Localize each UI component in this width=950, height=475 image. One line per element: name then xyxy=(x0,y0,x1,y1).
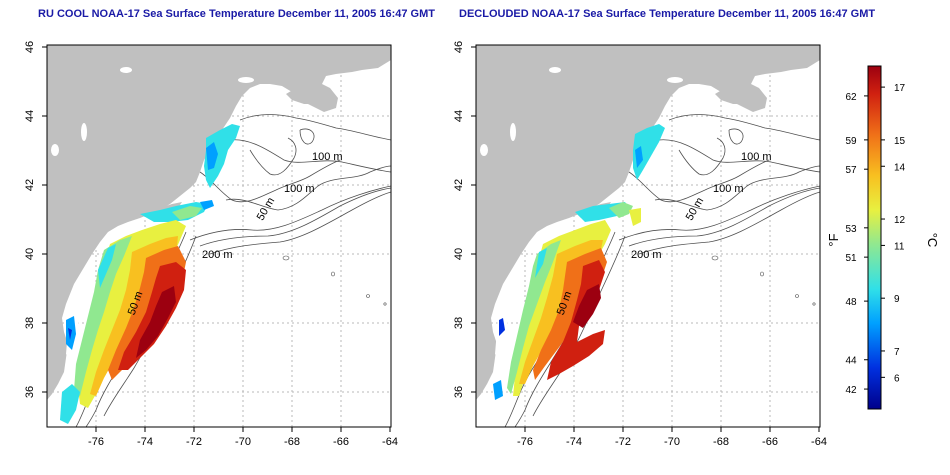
contour-label: 200 m xyxy=(202,249,233,261)
left-map-frame xyxy=(46,44,392,428)
lat-tick-label: 38 xyxy=(24,317,36,329)
contour-label: 200 m xyxy=(631,249,662,261)
celsius-tick-label: 17 xyxy=(894,83,906,94)
lat-tick-label: 42 xyxy=(453,179,465,191)
lat-tick-label: 40 xyxy=(453,248,465,260)
left-contour-labels: 100 m 100 m 50 m 200 m 50 m xyxy=(126,151,343,317)
fahrenheit-tick-label: 51 xyxy=(845,253,857,264)
right-panel-title: DECLOUDED NOAA-17 Sea Surface Temperatur… xyxy=(459,8,876,20)
celsius-label: °C xyxy=(925,233,940,248)
celsius-tick-label: 15 xyxy=(894,136,906,147)
right-axes: -76 -74 -72 -70 -68 -66 -64 36 38 40 42 44 46 xyxy=(453,41,827,448)
lon-tick-label: -72 xyxy=(186,436,202,448)
right-map-frame xyxy=(475,44,821,428)
celsius-tick-label: 12 xyxy=(894,215,906,226)
lon-tick-label: -68 xyxy=(284,436,300,448)
fahrenheit-tick-label: 59 xyxy=(845,136,857,147)
lon-tick-label: -74 xyxy=(137,436,153,448)
left-map xyxy=(47,45,391,427)
lat-tick-label: 36 xyxy=(24,386,36,398)
lon-tick-label: -70 xyxy=(235,436,251,448)
lat-tick-label: 36 xyxy=(453,386,465,398)
lat-tick-label: 46 xyxy=(453,41,465,53)
lon-tick-label: -64 xyxy=(811,436,827,448)
lon-tick-label: -66 xyxy=(762,436,778,448)
fahrenheit-tick-label: 57 xyxy=(845,165,857,176)
contour-label: 100 m xyxy=(284,183,315,195)
celsius-tick-label: 11 xyxy=(894,241,905,252)
lon-tick-label: -74 xyxy=(566,436,582,448)
fahrenheit-tick-label: 53 xyxy=(845,224,857,235)
lat-tick-label: 46 xyxy=(24,41,36,53)
left-axes: -76 -74 -72 -70 -68 -66 -64 36 38 40 42 44 46 xyxy=(24,41,398,448)
lat-tick-label: 44 xyxy=(453,110,465,122)
lon-tick-label: -66 xyxy=(333,436,349,448)
lon-tick-label: -76 xyxy=(88,436,104,448)
lat-tick-label: 42 xyxy=(24,179,36,191)
fahrenheit-tick-label: 42 xyxy=(845,385,857,396)
lon-tick-label: -64 xyxy=(382,436,398,448)
colorbar-ticks: 17 15 14 12 11 9 7 6 62 59 57 53 51 48 44 42 xyxy=(845,83,905,396)
fahrenheit-tick-label: 48 xyxy=(845,297,857,308)
left-panel-title: RU COOL NOAA-17 Sea Surface Temperature … xyxy=(38,8,435,20)
celsius-tick-label: 7 xyxy=(894,347,900,358)
right-map: 100 m 100 m 50 m 200 m 50 m xyxy=(475,44,821,428)
lon-tick-label: -70 xyxy=(664,436,680,448)
colorbar xyxy=(867,65,882,410)
lon-tick-label: -68 xyxy=(713,436,729,448)
fahrenheit-tick-label: 62 xyxy=(845,92,857,103)
lon-tick-label: -76 xyxy=(517,436,533,448)
celsius-tick-label: 9 xyxy=(894,294,900,305)
fahrenheit-label: °F xyxy=(826,233,841,246)
lat-tick-label: 38 xyxy=(453,317,465,329)
celsius-tick-label: 14 xyxy=(894,162,906,173)
fahrenheit-tick-label: 44 xyxy=(845,356,857,367)
celsius-tick-label: 6 xyxy=(894,373,900,384)
contour-label: 100 m xyxy=(713,183,744,195)
lat-tick-label: 40 xyxy=(24,248,36,260)
lon-tick-label: -72 xyxy=(615,436,631,448)
contour-label: 100 m xyxy=(741,151,772,163)
lat-tick-label: 44 xyxy=(24,110,36,122)
contour-label: 100 m xyxy=(312,151,343,163)
